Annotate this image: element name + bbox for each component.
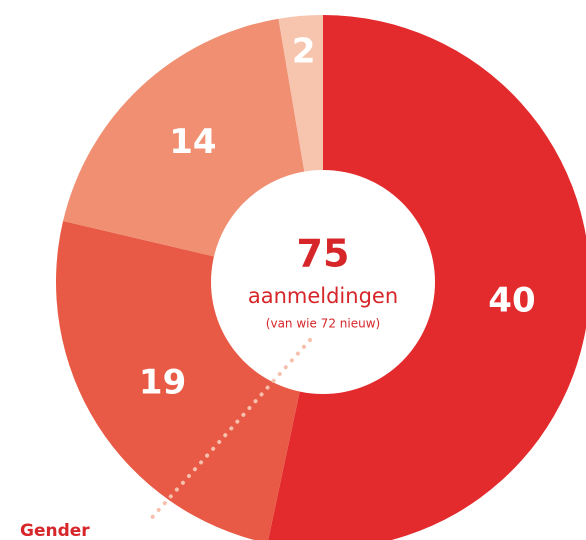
value-label: 40	[488, 280, 535, 320]
value-label: 19	[139, 362, 186, 402]
center-value: 75	[297, 232, 350, 276]
chart-title: Gender	[20, 521, 90, 540]
value-label: 14	[169, 122, 216, 162]
center-sublabel: (van wie 72 nieuw)	[266, 317, 380, 331]
donut-hole	[211, 170, 435, 394]
center-label: aanmeldingen	[248, 284, 398, 308]
value-label: 2	[292, 31, 316, 71]
